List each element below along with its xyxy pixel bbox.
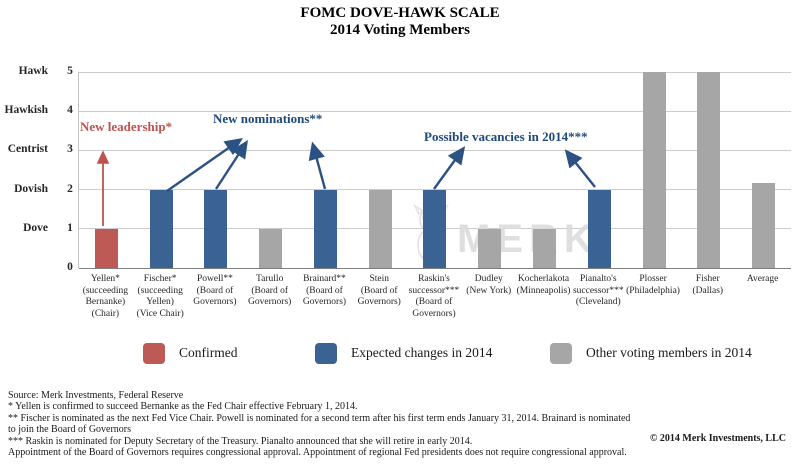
chart-title-line1: FOMC DOVE-HAWK SCALE: [300, 5, 500, 21]
footnote-raskin: *** Raskin is nominated for Deputy Secre…: [8, 435, 473, 447]
x-tick-label: Fisher (Dallas): [692, 274, 724, 296]
legend-item-other: Other voting members in 2014: [550, 341, 752, 365]
bar-column: [408, 72, 463, 268]
y-tick-value: 4: [67, 104, 73, 117]
bar-column: [243, 72, 298, 268]
bar-column: [353, 72, 408, 268]
x-tick-label: Plosser (Philadelphia): [626, 274, 680, 296]
y-tick-value: 1: [67, 221, 73, 234]
x-tick-label: Brainard** (Board of Governors): [302, 274, 347, 307]
x-tick-label: Stein (Board of Governors): [357, 274, 401, 307]
y-scale-name: Centrist: [7, 143, 48, 156]
gridline-4: [79, 110, 791, 112]
x-axis-line: [79, 268, 791, 269]
bar-yellen: [94, 228, 118, 268]
footnote-yellen: * Yellen is confirmed to succeed Bernank…: [8, 401, 358, 413]
y-scale-name: Hawk: [18, 65, 48, 77]
bar-column: [517, 72, 572, 268]
bar-plosser: [642, 72, 666, 268]
legend-label: Confirmed: [179, 345, 238, 360]
annotation-possible-vacancies: Possible vacancies in 2014***: [424, 129, 588, 144]
bar-column: [627, 72, 682, 268]
y-tick-value: 2: [67, 182, 73, 195]
x-tick-label: Pianalto's successor*** (Cleveland): [572, 274, 624, 307]
bar-column: [79, 72, 134, 268]
x-tick-label: Dudley (New York): [466, 274, 512, 296]
plot-area: MERK®: [78, 71, 791, 269]
y-tick-value: 5: [67, 65, 73, 77]
bar-fisher: [697, 72, 721, 268]
footnote-fischer-cont: to join the Board of Governors: [8, 424, 132, 436]
bar-columns: [79, 72, 791, 268]
legend-label: Expected changes in 2014: [351, 345, 493, 360]
bar-column: [189, 72, 244, 268]
bar-column: [462, 72, 517, 268]
bar-powell: [204, 189, 228, 268]
bar-pianaltos: [587, 189, 611, 268]
copyright: © 2014 Merk Investments, LLC: [649, 433, 786, 444]
footnote-source: Source: Merk Investments, Federal Reserv…: [8, 390, 184, 401]
legend-swatch-other: [550, 342, 572, 364]
bar-dudley: [478, 228, 502, 268]
x-tick-label: Fischer* (succeeding Yellen) (Vice Chair…: [136, 274, 184, 319]
y-scale-name: Hawkish: [4, 104, 48, 117]
legend-item-confirmed: Confirmed: [143, 341, 238, 365]
x-tick-label: Raskin's successor*** (Board of Governor…: [408, 274, 460, 319]
footnotes: Source: Merk Investments, Federal Reserv…: [8, 390, 668, 459]
bar-fischer: [149, 189, 173, 268]
bar-stein: [368, 189, 392, 268]
annotation-new-nominations: New nominations**: [213, 111, 323, 126]
chart-title: FOMC DOVE-HAWK SCALE 2014 Voting Members: [0, 5, 800, 39]
y-tick-value: 3: [67, 143, 73, 156]
x-tick-label: Yellen* (succeeding Bernanke) (Chair): [82, 274, 129, 319]
y-tick-value: 0: [67, 261, 73, 273]
x-tick-label: Tarullo (Board of Governors): [248, 274, 292, 307]
y-axis-labels: Hawk 5 Hawkish 4 Centrist 3 Dovish 2 Dove 1 0: [0, 65, 78, 273]
legend-label: Other voting members in 2014: [586, 345, 752, 360]
bar-raskins: [423, 189, 447, 268]
bar-column: [736, 72, 791, 268]
x-tick-label: Average: [746, 274, 779, 284]
footnote-fischer: ** Fischer is nominated as the next Fed …: [8, 412, 631, 424]
y-scale-name: Dovish: [14, 182, 48, 195]
x-tick-label: Powell** (Board of Governors): [193, 274, 237, 307]
x-tick-label: Kocherlakota (Minneapolis): [516, 274, 571, 296]
bar-average: [752, 182, 776, 268]
bar-column: [572, 72, 627, 268]
bar-column: [134, 72, 189, 268]
x-axis-labels: Yellen* (succeeding Bernanke) (Chair) Fis…: [78, 274, 790, 320]
bar-column: [298, 72, 353, 268]
chart-title-line2: 2014 Voting Members: [330, 22, 470, 38]
legend-item-expected: Expected changes in 2014: [315, 341, 492, 365]
bar-column: [681, 72, 736, 268]
legend-swatch-confirmed: [143, 342, 165, 364]
bar-tarullo: [259, 228, 283, 268]
bar-brainard: [313, 189, 337, 268]
footnote-appointment: Appointment of the Board of Governors re…: [8, 447, 627, 459]
annotation-new-leadership: New leadership*: [80, 119, 173, 134]
y-scale-name: Dove: [23, 221, 48, 234]
gridline-5: [79, 71, 791, 73]
bar-kocherlakota: [533, 228, 556, 268]
legend-swatch-expected: [315, 342, 337, 364]
